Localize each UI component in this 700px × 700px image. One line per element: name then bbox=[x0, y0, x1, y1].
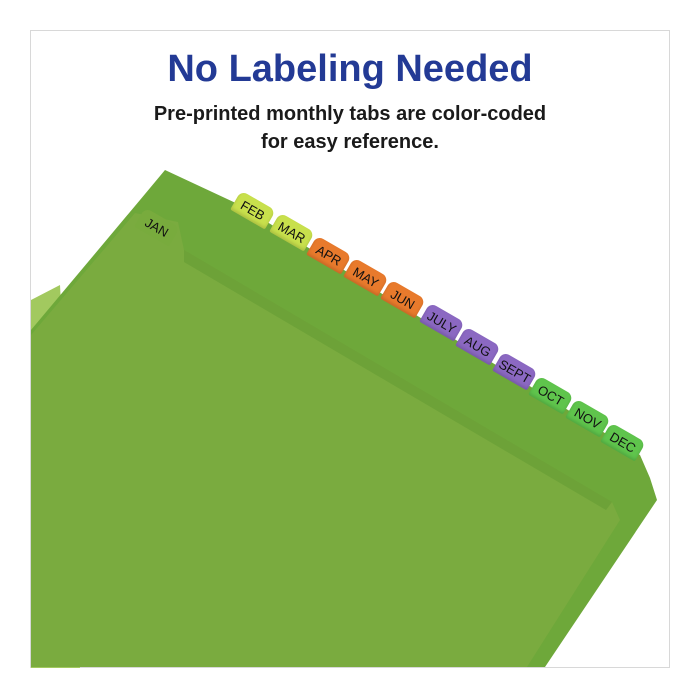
front-divider-shadow bbox=[184, 250, 612, 510]
subheading: Pre-printed monthly tabs are color-coded… bbox=[0, 100, 700, 156]
subheading-line-1: Pre-printed monthly tabs are color-coded bbox=[153, 103, 547, 125]
subheading-line-2: for easy reference. bbox=[261, 131, 439, 153]
heading: No Labeling Needed bbox=[167, 48, 533, 90]
image-border bbox=[30, 30, 670, 668]
front-divider bbox=[31, 213, 620, 667]
